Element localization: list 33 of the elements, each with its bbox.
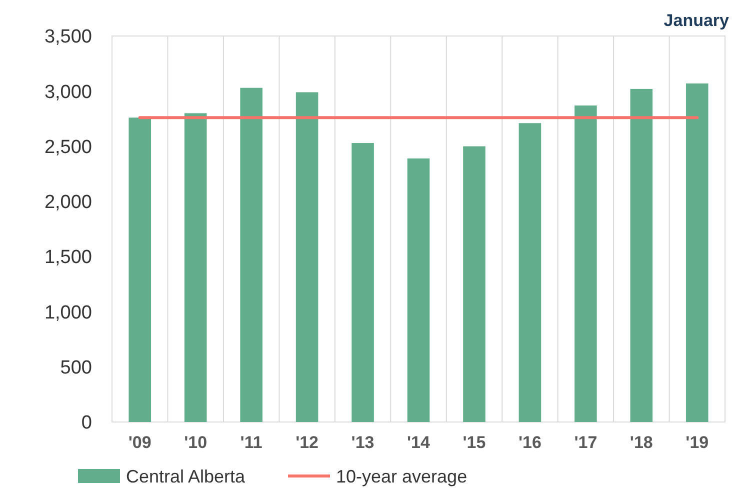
x-tick-label: '16	[518, 433, 542, 452]
legend-label: Central Alberta	[126, 466, 246, 486]
x-tick-label: '14	[407, 433, 431, 452]
bar	[463, 146, 486, 422]
bar	[128, 118, 152, 422]
x-tick-label: '17	[574, 433, 598, 452]
bar	[296, 92, 318, 422]
bar	[518, 123, 542, 422]
bar	[240, 88, 262, 422]
bar	[630, 88, 653, 422]
x-tick-label: '10	[184, 433, 208, 452]
bar	[184, 113, 207, 422]
x-tick-label: '12	[296, 433, 319, 452]
x-tick-label: '19	[686, 433, 709, 452]
y-tick-label: 2,500	[44, 136, 92, 158]
y-tick-label: 1,000	[44, 302, 92, 324]
bar	[407, 158, 430, 422]
legend-label: 10-year average	[336, 466, 468, 486]
x-tick-label: '13	[351, 433, 374, 452]
x-tick-label: '09	[128, 433, 152, 452]
y-tick-label: 3,000	[44, 82, 92, 103]
x-tick-label: '11	[240, 433, 262, 452]
y-tick-label: 0	[81, 412, 92, 434]
x-tick-label: '15	[462, 433, 486, 452]
y-tick-label: 1,500	[44, 247, 92, 268]
bar	[686, 83, 708, 422]
bar	[352, 142, 374, 422]
chart-title: January	[664, 11, 730, 30]
y-tick-label: 500	[60, 358, 92, 379]
y-tick-label: 3,500	[44, 26, 92, 48]
bar	[574, 105, 597, 422]
y-tick-label: 2,000	[44, 192, 92, 214]
x-tick-label: '18	[630, 433, 653, 452]
